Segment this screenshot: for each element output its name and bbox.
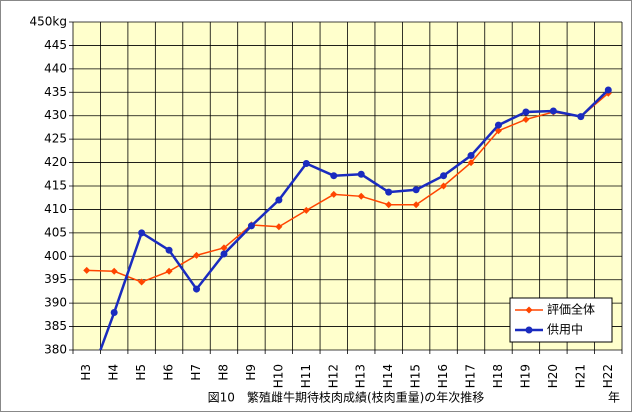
- legend-label: 評価全体: [547, 302, 595, 317]
- x-tick-label: H12: [326, 364, 340, 388]
- y-tick-label: 420: [44, 155, 67, 169]
- x-tick-label: H20: [546, 364, 560, 388]
- x-tick-label: H13: [354, 364, 368, 388]
- legend-marker: [525, 306, 533, 314]
- series-line: [86, 92, 609, 283]
- chart-caption: 図10 繁殖雌牛期待枝肉成績(枝肉重量)の年次推移: [208, 390, 485, 405]
- point: [330, 190, 338, 198]
- x-tick-label: H4: [107, 364, 121, 381]
- x-tick-label: H18: [491, 364, 505, 388]
- point: [604, 86, 612, 94]
- point: [138, 278, 146, 286]
- y-tick-label: 435: [44, 85, 67, 99]
- point: [165, 267, 173, 275]
- x-tick-label: H5: [134, 364, 148, 381]
- point: [385, 201, 393, 209]
- point: [577, 113, 585, 121]
- point: [275, 196, 283, 204]
- point: [412, 186, 420, 194]
- point: [138, 229, 146, 237]
- point: [357, 192, 365, 200]
- point: [193, 285, 201, 293]
- point: [83, 266, 91, 274]
- y-tick-label: 405: [44, 225, 67, 239]
- y-tick-label: 395: [44, 272, 67, 286]
- legend-label: 供用中: [547, 322, 583, 337]
- y-tick-label: 450kg: [30, 15, 67, 29]
- point: [549, 107, 557, 115]
- x-tick-label: H14: [381, 364, 395, 388]
- point: [110, 267, 118, 275]
- point: [330, 172, 338, 180]
- point: [467, 152, 475, 160]
- x-tick-label: H22: [601, 364, 615, 388]
- point: [412, 201, 420, 209]
- x-tick-label: H15: [409, 364, 423, 388]
- x-tick-label: H9: [244, 364, 258, 381]
- point: [357, 170, 365, 178]
- y-tick-label: 440: [44, 61, 67, 75]
- x-tick-label: H19: [518, 364, 532, 388]
- plot-series: [83, 86, 612, 350]
- point: [494, 121, 502, 129]
- legend-marker: [525, 326, 533, 334]
- x-tick-label: H16: [436, 364, 450, 388]
- y-tick-label: 400: [44, 249, 67, 263]
- x-tick-label: H10: [271, 364, 285, 388]
- point: [302, 206, 310, 214]
- point: [302, 160, 310, 168]
- x-tick-label: H11: [299, 364, 313, 388]
- x-tick-label: H17: [464, 364, 478, 388]
- point: [193, 251, 201, 259]
- x-tick-label: H7: [189, 364, 203, 381]
- series-line: [99, 89, 610, 350]
- point: [247, 222, 255, 230]
- x-tick-label: H8: [216, 364, 230, 381]
- x-axis-title: 年: [608, 391, 620, 405]
- y-tick-label: 410: [44, 202, 67, 216]
- legend-box: [509, 297, 613, 343]
- y-tick-label: 430: [44, 108, 67, 122]
- point: [385, 188, 393, 196]
- point: [522, 108, 530, 116]
- x-tick-label: H21: [573, 364, 587, 388]
- point: [110, 309, 118, 317]
- y-tick-label: 425: [44, 132, 67, 146]
- point: [165, 246, 173, 254]
- y-tick-label: 445: [44, 38, 67, 52]
- point: [440, 182, 448, 190]
- point: [275, 223, 283, 231]
- y-tick-label: 390: [44, 296, 67, 310]
- point: [220, 244, 228, 252]
- x-tick-label: H6: [162, 364, 176, 381]
- y-tick-label: 415: [44, 179, 67, 193]
- point: [220, 250, 228, 258]
- point: [467, 159, 475, 167]
- y-tick-label: 380: [44, 343, 67, 357]
- point: [494, 127, 502, 135]
- point: [440, 172, 448, 180]
- y-tick-label: 385: [44, 319, 67, 333]
- x-tick-label: H3: [79, 364, 93, 381]
- point: [522, 115, 530, 123]
